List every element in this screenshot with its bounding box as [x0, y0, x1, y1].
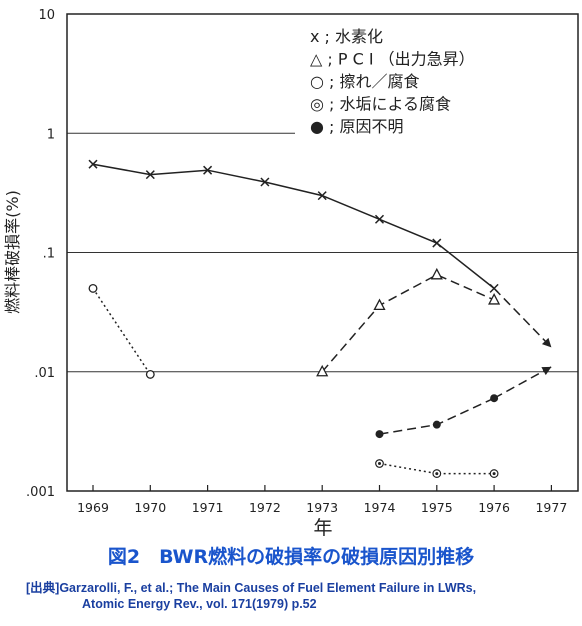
- point-dotted-circle-marker: [432, 469, 442, 478]
- trend-arrowhead: [541, 366, 552, 376]
- x-tick-label: 1971: [192, 500, 224, 515]
- legend: x ; 水素化 △ ; P C I （出力急昇） ○ ; 擦れ／腐食 ◎ ; 水垢によ…: [310, 27, 475, 136]
- legend-entry-unknown: ● ; 原因不明: [310, 117, 404, 136]
- source-line-2: Atomic Energy Rev., vol. 171(1979) p.52: [82, 597, 317, 611]
- series-line: [379, 397, 495, 435]
- x-tick-label: 1977: [535, 500, 567, 515]
- y-tick-label: .01: [34, 366, 55, 381]
- point-filled-circle-marker: [432, 420, 441, 429]
- marker-dot: [378, 462, 381, 466]
- x-tick-label: 1976: [478, 500, 510, 515]
- x-axis: 1969 1970 1971 1972 1973 1974 1975 1976 1977: [77, 485, 567, 515]
- trend-line: [493, 366, 552, 399]
- point-open-circle-marker: [145, 369, 155, 379]
- series-line: [379, 462, 495, 475]
- y-axis: 10 1 .1 .01 .001: [26, 8, 55, 500]
- x-tick-label: 1975: [421, 500, 453, 515]
- x-tick-label: 1972: [249, 500, 281, 515]
- point-dotted-circle-marker: [489, 469, 499, 478]
- figure-caption: 図2 BWR燃料の破損率の破損原因別推移: [107, 546, 475, 568]
- marker-stroke: [88, 159, 98, 169]
- source-prefix: [出典]: [26, 581, 60, 595]
- y-tick-label: 10: [38, 8, 55, 23]
- point-filled-circle-marker: [490, 394, 499, 403]
- point-triangle-marker: [488, 293, 501, 305]
- marker-dot: [435, 472, 439, 476]
- point-x-marker: [88, 159, 98, 169]
- series-hydride: [88, 159, 552, 348]
- point-dotted-circle-marker: [375, 459, 384, 468]
- marker-dot: [492, 472, 496, 476]
- point-x-marker: [145, 170, 155, 180]
- series-line: [92, 287, 151, 375]
- point-x-marker: [260, 177, 270, 187]
- point-triangle-marker: [316, 364, 329, 377]
- series-layer: [88, 159, 552, 478]
- point-x-marker: [489, 283, 499, 293]
- grid-layer: [67, 132, 578, 373]
- marker-stroke: [374, 214, 385, 224]
- source-line-1: [出典]Garzarolli, F., et al.; The Main Cau…: [26, 580, 476, 596]
- y-tick-label: .001: [26, 485, 55, 500]
- legend-entry-fretting: ○ ; 擦れ／腐食: [310, 72, 420, 91]
- y-axis-label: 燃料棒破損率(%): [3, 190, 22, 314]
- legend-entry-hydride: x ; 水素化: [310, 27, 383, 46]
- point-x-marker: [432, 238, 442, 248]
- source-citation: [出典]Garzarolli, F., et al.; The Main Cau…: [26, 580, 476, 612]
- legend-entry-crud: ◎ ; 水垢による腐食: [310, 95, 451, 114]
- x-tick-label: 1970: [134, 500, 166, 515]
- point-triangle-marker: [373, 298, 386, 311]
- x-tick-label: 1973: [306, 500, 338, 515]
- trend-arrowhead: [541, 337, 552, 348]
- source-text-1: Garzarolli, F., et al.; The Main Causes …: [59, 581, 477, 595]
- x-tick-label: 1974: [364, 500, 396, 515]
- marker-stroke: [203, 165, 213, 175]
- chart: 10 1 .1 .01 .001 1969 1970 1971 1972 1973 1974 197…: [3, 8, 579, 539]
- legend-entry-pci: △ ; P C I （出力急昇）: [310, 50, 475, 69]
- point-x-marker: [317, 191, 327, 201]
- y-tick-label: 1: [47, 127, 55, 142]
- series-line: [92, 163, 495, 289]
- point-x-marker: [374, 214, 385, 224]
- trend-line: [493, 287, 552, 348]
- point-filled-circle-marker: [375, 430, 384, 439]
- x-tick-label: 1969: [77, 500, 109, 515]
- marker-stroke: [432, 238, 442, 248]
- series-fretting: [88, 283, 155, 379]
- series-pci: [316, 267, 501, 377]
- marker-stroke: [145, 170, 155, 180]
- series-crud: [375, 459, 499, 478]
- series-line: [321, 273, 495, 373]
- marker-stroke: [489, 283, 499, 293]
- y-tick-label: .1: [43, 247, 55, 262]
- x-axis-label: 年: [313, 517, 332, 539]
- point-triangle-marker: [430, 267, 443, 280]
- point-open-circle-marker: [88, 283, 98, 293]
- series-unknown: [375, 366, 552, 439]
- point-x-marker: [203, 165, 213, 175]
- marker-stroke: [317, 191, 327, 201]
- marker-stroke: [260, 177, 270, 187]
